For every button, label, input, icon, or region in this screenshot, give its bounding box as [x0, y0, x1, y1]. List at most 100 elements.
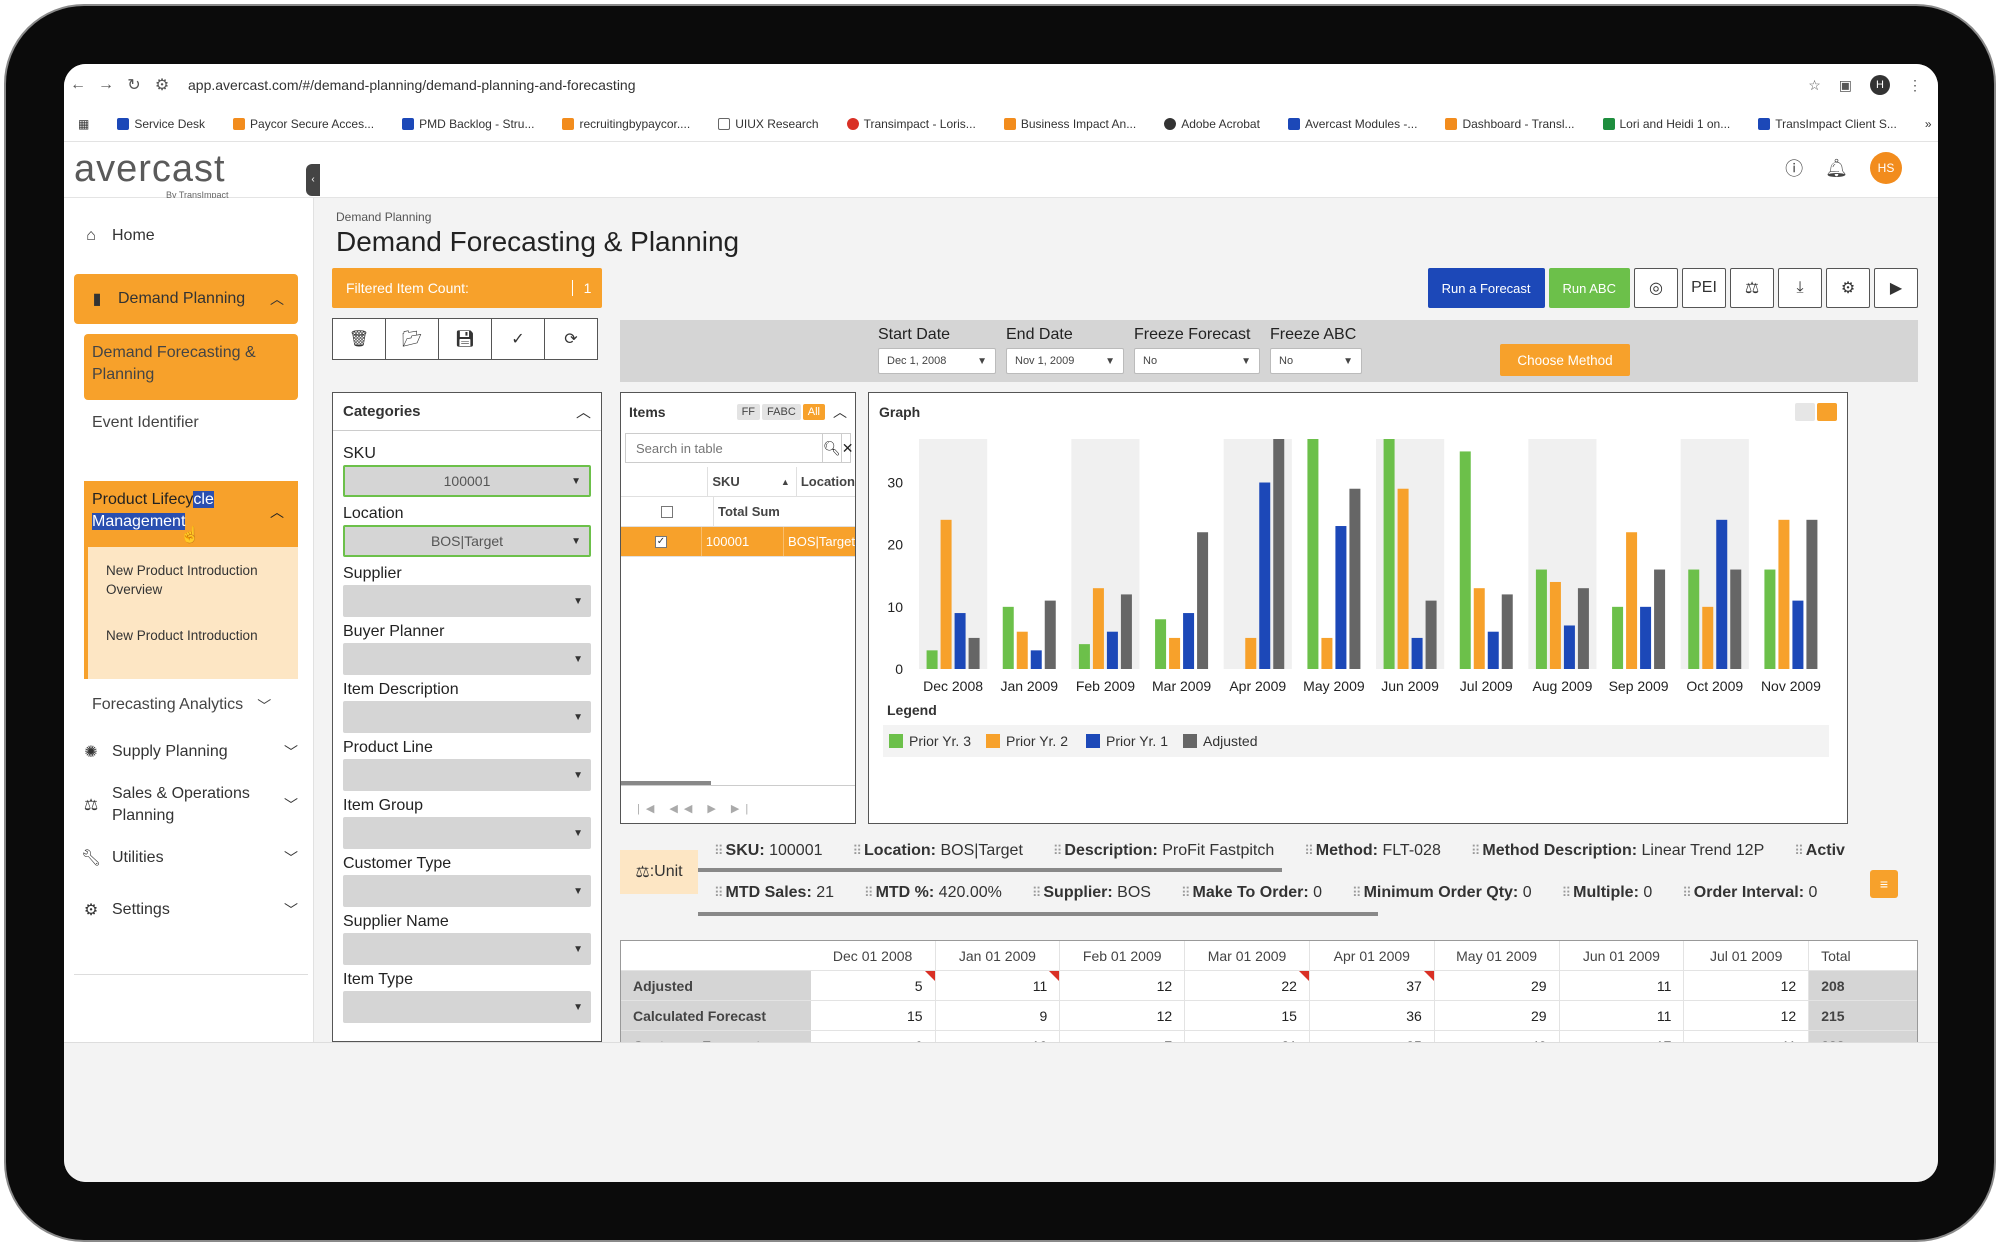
back-icon[interactable]: ←	[70, 76, 86, 93]
sidebar-item-utilities[interactable]: 🔧︎ Utilities ﹀	[74, 840, 298, 876]
check-icon[interactable]: ✓	[491, 318, 545, 360]
grid-col-total[interactable]: Total	[1809, 941, 1917, 970]
grid-col-5[interactable]: May 01 2009	[1435, 941, 1560, 970]
grid-cell[interactable]: 11	[936, 971, 1061, 1000]
apps-icon[interactable]: ▦	[78, 116, 90, 131]
play-icon[interactable]: ▶	[1874, 268, 1918, 308]
site-settings-icon[interactable]: ⚙	[154, 77, 170, 94]
freeze-forecast-select[interactable]: No ▼	[1134, 348, 1260, 374]
scale-icon[interactable]: ⚖	[1730, 268, 1774, 308]
trash-icon[interactable]: 🗑︎	[332, 318, 386, 360]
forward-icon[interactable]: →	[98, 76, 114, 93]
sidebar-collapse-icon[interactable]: ‹	[306, 164, 320, 196]
grid-cell[interactable]: 12	[1684, 1001, 1810, 1030]
pei-button[interactable]: PEI	[1682, 268, 1726, 308]
sidebar-item-npi[interactable]: New Product Introduction	[106, 628, 258, 643]
run-forecast-button[interactable]: Run a Forecast	[1427, 268, 1545, 308]
pill-fabc[interactable]: FABC	[762, 404, 801, 420]
sku-select[interactable]: 100001 ▼	[343, 465, 591, 497]
bookmark-2[interactable]: PMD Backlog - Stru...	[402, 117, 534, 131]
start-date-select[interactable]: Dec 1, 2008 ▼	[878, 348, 996, 374]
sidebar-item-demand-forecasting[interactable]: Demand Forecasting & Planning	[84, 334, 298, 400]
grid-cell[interactable]: 9	[936, 1001, 1061, 1030]
comment-flag-icon[interactable]	[1049, 971, 1060, 981]
grid-cell[interactable]: 12	[1684, 971, 1810, 1000]
checkbox[interactable]	[661, 505, 673, 518]
bookmark-5[interactable]: Transimpact - Loris...	[846, 117, 976, 131]
item-type-select[interactable]: ▼	[343, 991, 591, 1023]
browser-profile-avatar[interactable]: H	[1870, 75, 1890, 95]
pill-ff[interactable]: FF	[736, 404, 761, 420]
bookmark-7[interactable]: Adobe Acrobat	[1164, 117, 1260, 131]
grid-col-0[interactable]: Dec 01 2008	[811, 941, 936, 970]
bookmark-8[interactable]: Avercast Modules -...	[1287, 117, 1417, 131]
buyer-planner-select[interactable]: ▼	[343, 643, 591, 675]
items-pager[interactable]: |◀ ◀◀ ▶ ▶|	[637, 803, 755, 815]
grid-cell[interactable]: 36	[1310, 1001, 1435, 1030]
bar-chart-icon[interactable]	[1817, 403, 1837, 421]
user-avatar[interactable]: HS	[1870, 152, 1902, 184]
detail-row-2-scrollbar[interactable]	[698, 912, 1378, 916]
bookmark-4[interactable]: UIUX Research	[718, 117, 819, 131]
search-icon[interactable]: 🔍︎	[822, 434, 841, 462]
item-description-select[interactable]: ▼	[343, 701, 591, 733]
sidebar-item-home[interactable]: ⌂ Home	[74, 218, 298, 254]
grid-cell[interactable]: 22	[1185, 971, 1310, 1000]
col-sku[interactable]: SKU ▲	[707, 467, 796, 496]
unit-toggle[interactable]: ⚖: Unit	[620, 850, 698, 894]
sidebar-item-npi-overview[interactable]: New Product Introduction Overview	[106, 563, 258, 597]
grid-col-1[interactable]: Jan 01 2009	[936, 941, 1061, 970]
help-icon[interactable]: ⓘ	[1785, 159, 1804, 179]
run-abc-button[interactable]: Run ABC	[1548, 268, 1630, 308]
bookmark-0[interactable]: Service Desk	[117, 117, 205, 131]
bookmark-10[interactable]: Lori and Heidi 1 on...	[1602, 117, 1730, 131]
line-chart-icon[interactable]	[1795, 403, 1815, 421]
target-icon[interactable]: ◎	[1634, 268, 1678, 308]
item-group-select[interactable]: ▼	[343, 817, 591, 849]
comment-flag-icon[interactable]	[1298, 971, 1309, 981]
folder-open-icon[interactable]: 📂︎	[385, 318, 439, 360]
grid-cell[interactable]: 29	[1435, 1001, 1560, 1030]
bookmarks-overflow-icon[interactable]: »	[1924, 116, 1932, 131]
grid-col-6[interactable]: Jun 01 2009	[1560, 941, 1685, 970]
browser-menu-icon[interactable]: ⋮	[1908, 76, 1922, 93]
choose-method-button[interactable]: Choose Method	[1500, 344, 1630, 376]
location-select[interactable]: BOS|Target ▼	[343, 525, 591, 557]
bell-icon[interactable]: 🔔︎	[1825, 157, 1848, 178]
bookmark-11[interactable]: TransImpact Client S...	[1758, 117, 1897, 131]
avercast-logo[interactable]: avercast By TransImpact	[74, 148, 229, 200]
pill-all[interactable]: All	[802, 404, 825, 420]
categories-header[interactable]: Categories ︿	[333, 393, 601, 431]
grid-col-2[interactable]: Feb 01 2009	[1060, 941, 1186, 970]
sidebar-item-event-identifier[interactable]: Event Identifier	[92, 414, 199, 431]
table-row[interactable]: ✓ 100001 BOS|Target	[621, 527, 855, 557]
grid-col-3[interactable]: Mar 01 2009	[1185, 941, 1310, 970]
bookmark-1[interactable]: Paycor Secure Acces...	[233, 117, 374, 131]
menu-icon[interactable]: ≡	[1870, 870, 1898, 898]
chevron-up-icon[interactable]: ︿	[833, 404, 847, 420]
refresh-icon[interactable]: ⟳	[544, 318, 598, 360]
download-icon[interactable]: ⤓	[1778, 268, 1822, 308]
grid-cell[interactable]: 5	[811, 971, 936, 1000]
sidebar-item-plm[interactable]: Product Lifecycle Management ︿ ☝	[84, 481, 298, 547]
grid-cell[interactable]: 15	[811, 1001, 936, 1030]
grid-cell[interactable]: 11	[1560, 971, 1685, 1000]
reload-icon[interactable]: ↻	[127, 77, 141, 94]
supplier-name-select[interactable]: ▼	[343, 933, 591, 965]
close-icon[interactable]: ✕	[840, 434, 854, 462]
sidebar-item-forecasting-analytics[interactable]: Forecasting Analytics ﹀	[84, 696, 298, 716]
sidebar-item-sop[interactable]: ⚖ Sales & Operations Planning ﹀	[74, 780, 298, 830]
gear-icon[interactable]: ⚙	[1826, 268, 1870, 308]
customer-type-select[interactable]: ▼	[343, 875, 591, 907]
grid-cell[interactable]: 12	[1060, 1001, 1186, 1030]
product-line-select[interactable]: ▼	[343, 759, 591, 791]
grid-cell[interactable]: 12	[1060, 971, 1186, 1000]
save-icon[interactable]: 💾︎	[438, 318, 492, 360]
col-location[interactable]: Location	[795, 467, 855, 496]
grid-cell[interactable]: 29	[1435, 971, 1560, 1000]
grid-cell[interactable]: 11	[1560, 1001, 1685, 1030]
supplier-select[interactable]: ▼	[343, 585, 591, 617]
grid-cell[interactable]: 37	[1310, 971, 1435, 1000]
bookmark-star-icon[interactable]: ☆	[1808, 76, 1821, 93]
extensions-icon[interactable]: ▣	[1838, 76, 1852, 93]
